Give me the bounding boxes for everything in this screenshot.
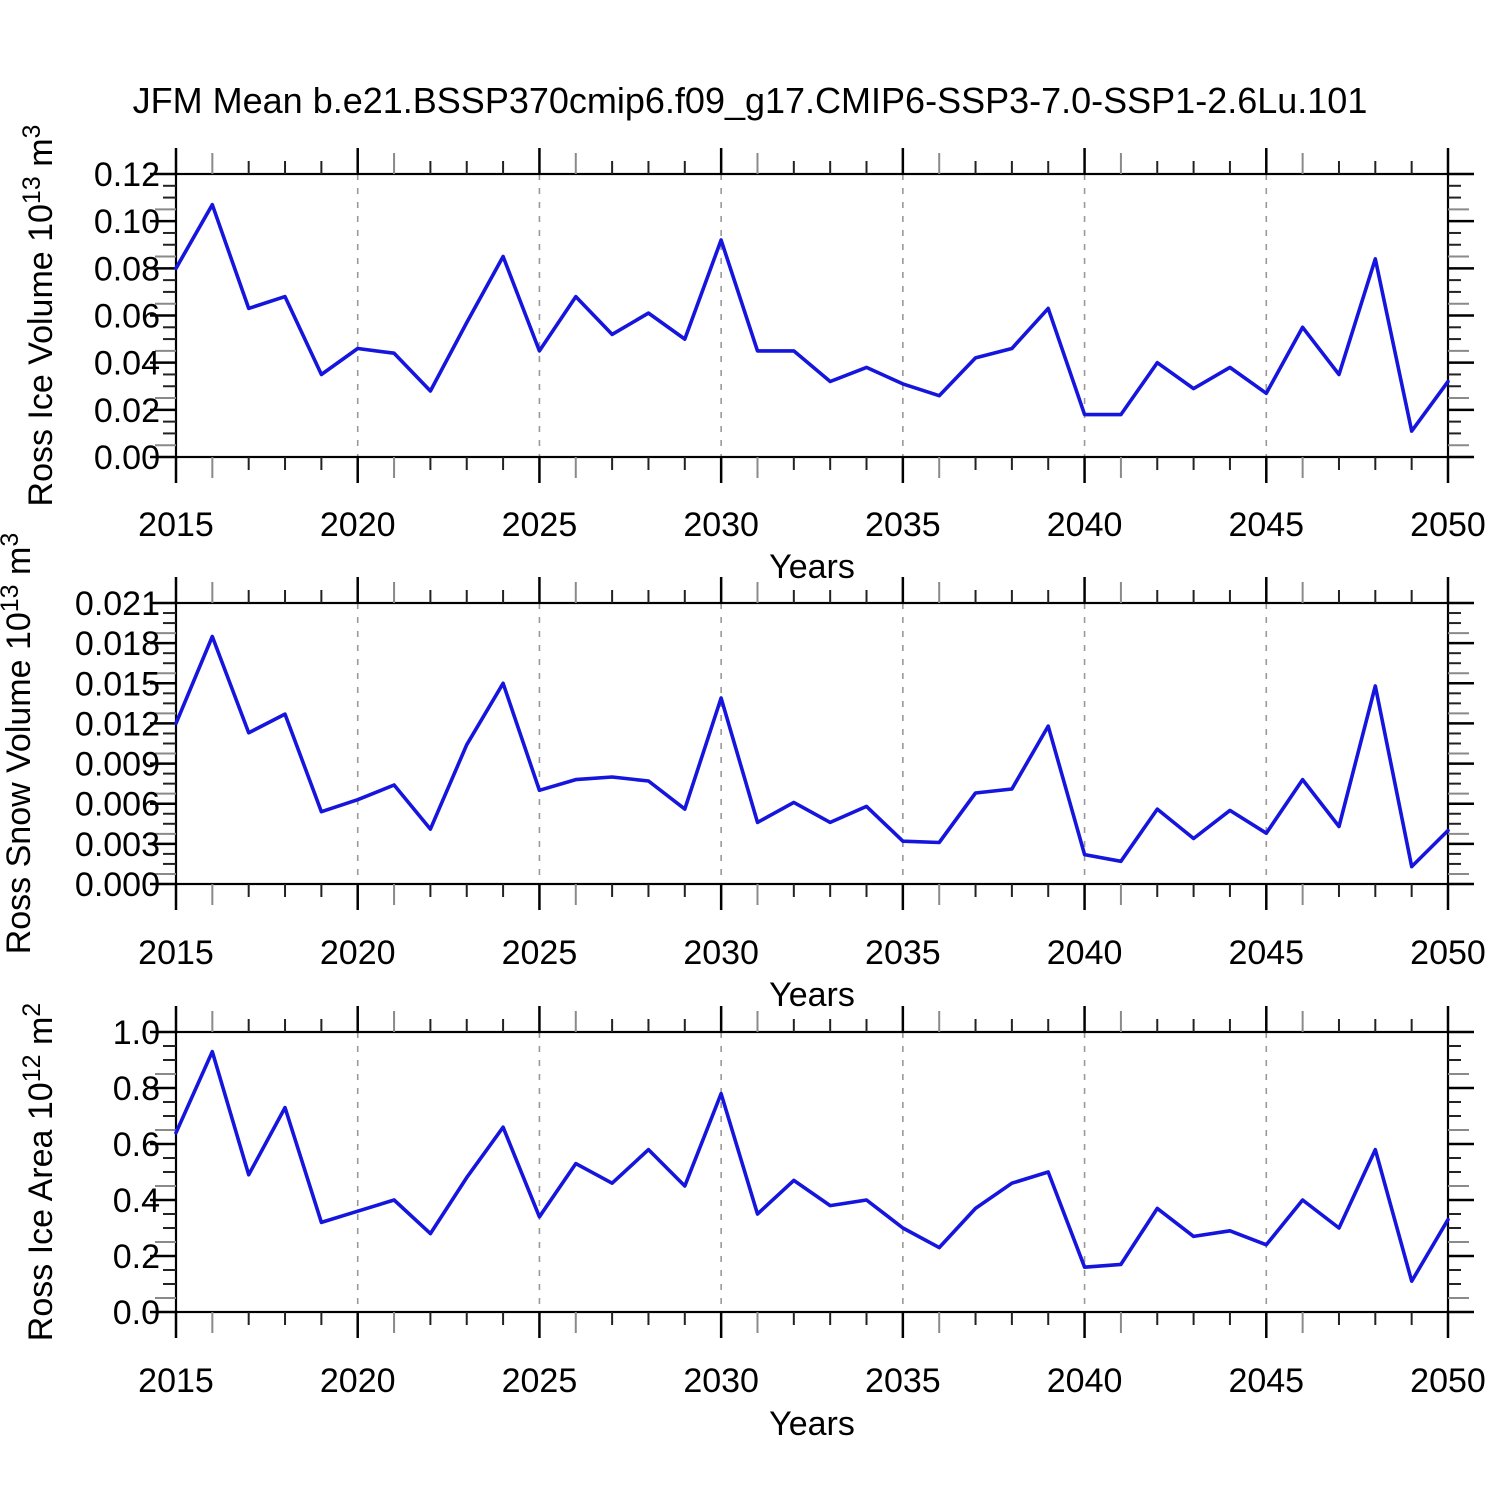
x-axis-title: Years xyxy=(769,976,855,1014)
x-tick-label: 2020 xyxy=(320,506,396,544)
x-tick-label: 2025 xyxy=(502,1362,578,1400)
panel-ross-snow-volume: 0.0000.0030.0060.0090.0120.0150.0180.021… xyxy=(0,533,1486,1014)
x-axis-title: Years xyxy=(769,1405,855,1443)
y-tick-label: 0.0 xyxy=(113,1294,160,1332)
y-tick-label: 0.8 xyxy=(113,1070,160,1108)
x-tick-label: 2030 xyxy=(683,506,759,544)
y-tick-label: 1.0 xyxy=(113,1014,160,1052)
y-tick-label: 0.04 xyxy=(94,345,160,383)
y-tick-label: 0.6 xyxy=(113,1126,160,1164)
data-line-ross-snow-volume xyxy=(174,634,1450,869)
y-tick-label: 0.009 xyxy=(75,746,160,784)
x-tick-label: 2045 xyxy=(1228,1362,1304,1400)
panel-frame xyxy=(174,172,1450,459)
y-tick-label: 0.003 xyxy=(75,826,160,864)
x-tick-label: 2040 xyxy=(1047,934,1123,972)
panel-ross-ice-area: 0.0 0.2 0.4 0.6 0.8 1.0 2015 2020 2025 2030 2035 20… xyxy=(18,1003,1486,1443)
x-tick-label: 2030 xyxy=(683,934,759,972)
x-tick-label: 2035 xyxy=(865,506,941,544)
x-tick-label: 2015 xyxy=(138,506,214,544)
y-tick-label: 0.12 xyxy=(94,156,160,194)
y-tick-label: 0.015 xyxy=(75,665,160,703)
x-tick-label: 2020 xyxy=(320,1362,396,1400)
y-tick-label: 0.006 xyxy=(75,786,160,824)
x-tick-label: 2050 xyxy=(1410,506,1486,544)
x-tick-label: 2040 xyxy=(1047,506,1123,544)
y-tick-label: 0.06 xyxy=(94,298,160,336)
x-tick-label: 2030 xyxy=(683,1362,759,1400)
x-tick-label: 2035 xyxy=(865,934,941,972)
y-tick-label: 0.4 xyxy=(113,1182,160,1220)
x-tick-label: 2015 xyxy=(138,934,214,972)
x-tick-label: 2045 xyxy=(1228,934,1304,972)
y-tick-label: 0.02 xyxy=(94,392,160,430)
x-axis-title: Years xyxy=(769,548,855,586)
panel-frame xyxy=(174,601,1450,886)
y-axis-title: Ross Ice Area 1012 m2 xyxy=(18,1003,60,1341)
data-line-ross-ice-area xyxy=(174,1049,1450,1283)
y-tick-label: 0.08 xyxy=(94,250,160,288)
y-tick-label: 0.2 xyxy=(113,1238,160,1276)
y-axis-title: Ross Ice Volume 1013 m3 xyxy=(18,125,60,507)
figure-title: JFM Mean b.e21.BSSP370cmip6.f09_g17.CMIP… xyxy=(132,80,1368,121)
y-tick-label: 0.00 xyxy=(94,439,160,477)
y-tick-label: 0.021 xyxy=(75,585,160,623)
x-tick-label: 2050 xyxy=(1410,1362,1486,1400)
y-tick-label: 0.10 xyxy=(94,203,160,241)
data-line-ross-ice-volume xyxy=(174,202,1450,433)
x-tick-label: 2040 xyxy=(1047,1362,1123,1400)
panel-ross-ice-volume: 0.00 0.02 0.04 0.06 0.08 0.10 0.12 2015 2020 2025… xyxy=(18,125,1486,586)
x-tick-label: 2045 xyxy=(1228,506,1304,544)
y-tick-label: 0.012 xyxy=(75,705,160,743)
panel-frame xyxy=(174,1030,1450,1314)
x-tick-label: 2050 xyxy=(1410,934,1486,972)
y-axis-title: Ross Snow Volume 1013 m3 xyxy=(0,533,38,955)
x-tick-label: 2015 xyxy=(138,1362,214,1400)
x-tick-label: 2025 xyxy=(502,506,578,544)
x-tick-label: 2020 xyxy=(320,934,396,972)
y-tick-label: 0.018 xyxy=(75,625,160,663)
y-tick-label: 0.000 xyxy=(75,866,160,904)
x-tick-label: 2035 xyxy=(865,1362,941,1400)
x-tick-label: 2025 xyxy=(502,934,578,972)
